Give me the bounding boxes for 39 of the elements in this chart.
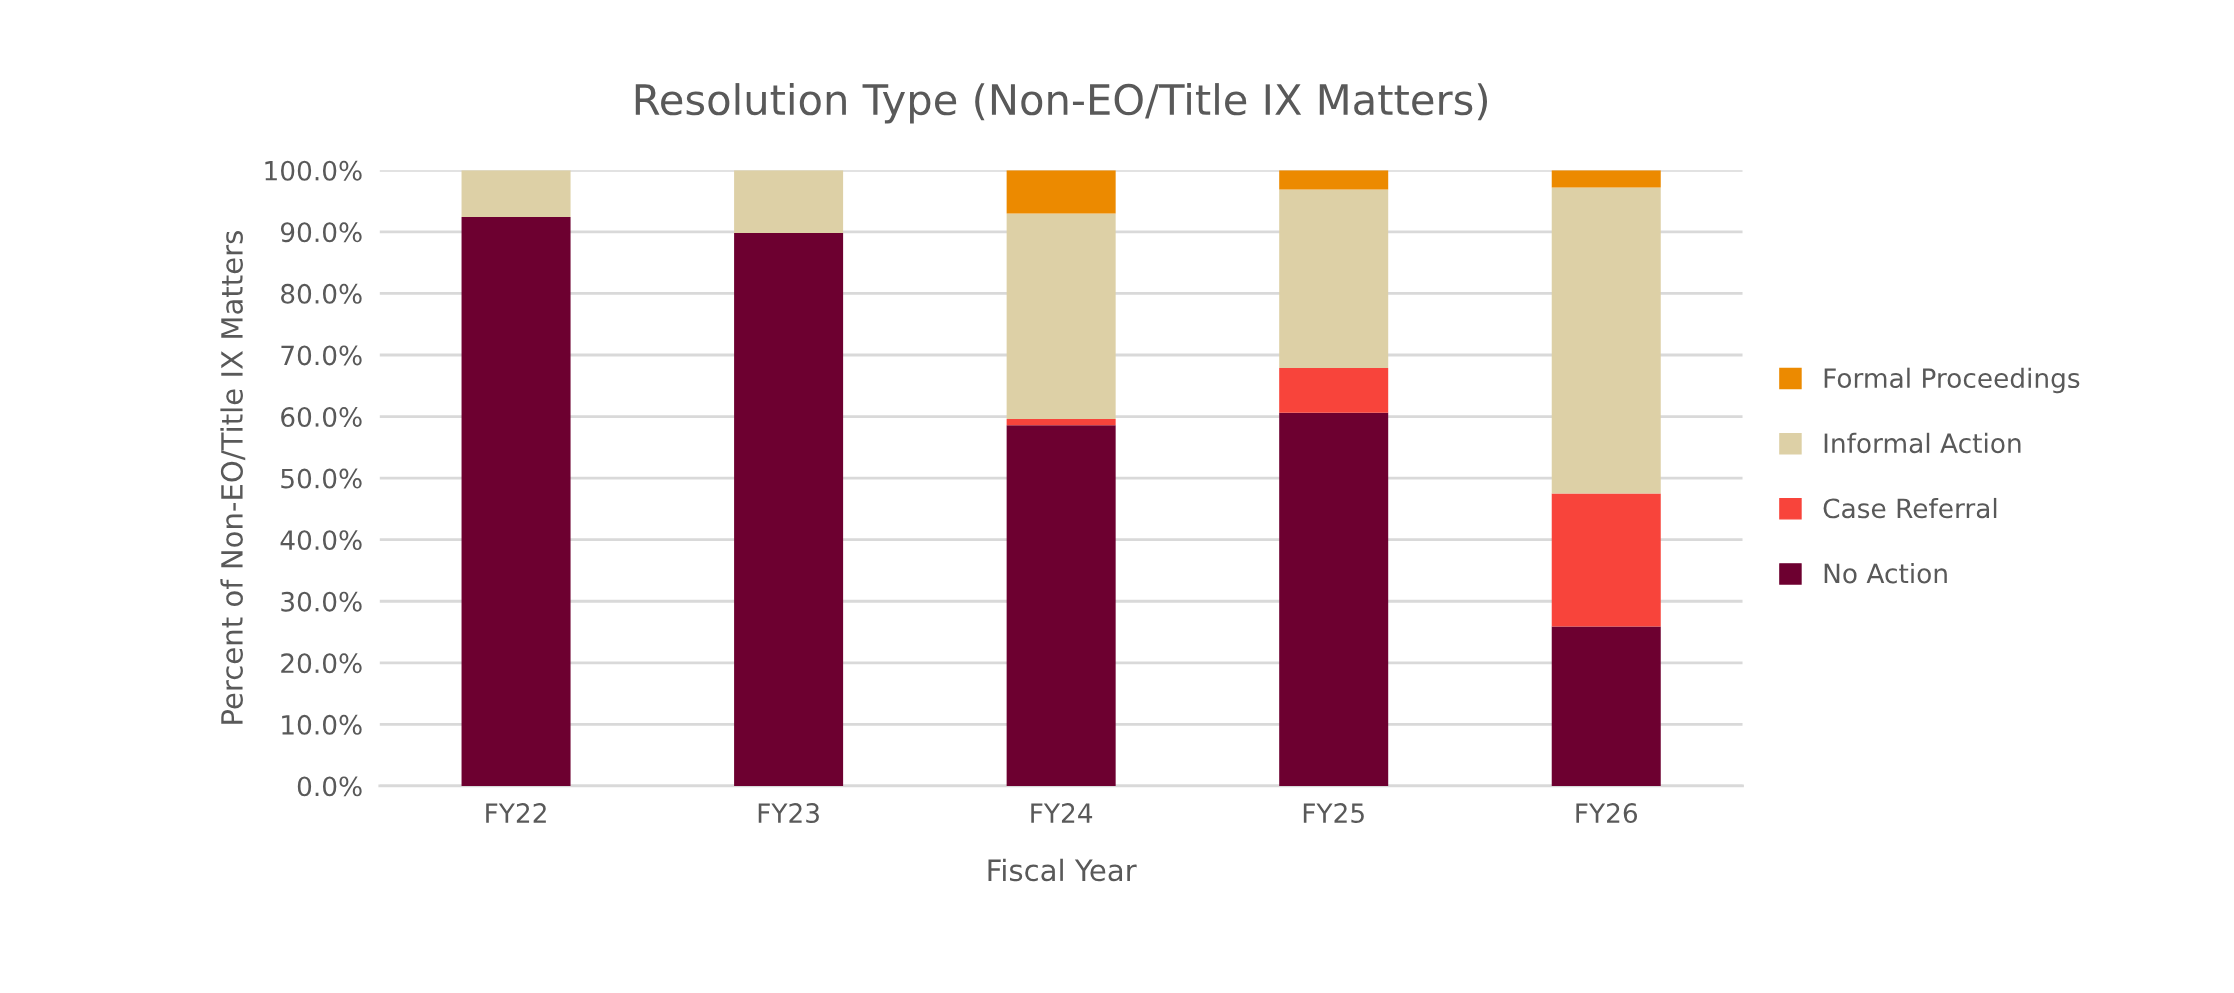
y-tick-label: 10.0% [282, 714, 362, 735]
bar [461, 217, 571, 786]
bar [1279, 412, 1389, 786]
y-tick-label: 60.0% [281, 407, 362, 427]
y-tick-label: 80.0% [281, 283, 362, 304]
bar [461, 170, 571, 218]
y-axis-title: Percent of Non-EO/Title IX Matters [220, 231, 246, 724]
bar [1006, 213, 1116, 420]
legend-label: Informal Action [1824, 432, 2021, 454]
y-tick-label: 30.0% [281, 591, 362, 612]
legend-label: Case Referral [1823, 497, 1997, 519]
x-axis-title: Fiscal Year [988, 858, 1137, 882]
bar [1279, 170, 1389, 190]
x-tick-label: FY25 [1303, 803, 1364, 824]
y-tick-label: 50.0% [281, 468, 362, 489]
bar [1279, 367, 1389, 413]
bar [1006, 425, 1116, 786]
bar [1006, 170, 1116, 214]
x-tick-label: FY22 [486, 803, 546, 823]
bar [1551, 187, 1661, 494]
bar [1551, 493, 1661, 627]
y-tick-label: 70.0% [281, 345, 362, 366]
legend-label: Formal Proceedings [1824, 367, 2080, 394]
bar [734, 170, 844, 234]
bar [1006, 419, 1116, 426]
chart-title: Resolution Type (Non-EO/Title IX Matters) [635, 83, 1488, 124]
x-tick-label: FY26 [1576, 803, 1638, 824]
bar [1551, 170, 1661, 188]
y-tick-label: 0.0% [297, 776, 362, 797]
y-tick-label: 100.0% [265, 160, 362, 181]
y-tick-label: 90.0% [280, 222, 362, 243]
bar [1279, 189, 1389, 368]
bar [1551, 626, 1661, 786]
x-tick-label: FY23 [758, 803, 819, 824]
x-tick-label: FY24 [1031, 803, 1093, 823]
bar [734, 233, 844, 786]
y-tick-label: 40.0% [280, 530, 362, 551]
y-tick-label: 20.0% [281, 653, 362, 674]
legend-label: No Action [1824, 563, 1947, 584]
